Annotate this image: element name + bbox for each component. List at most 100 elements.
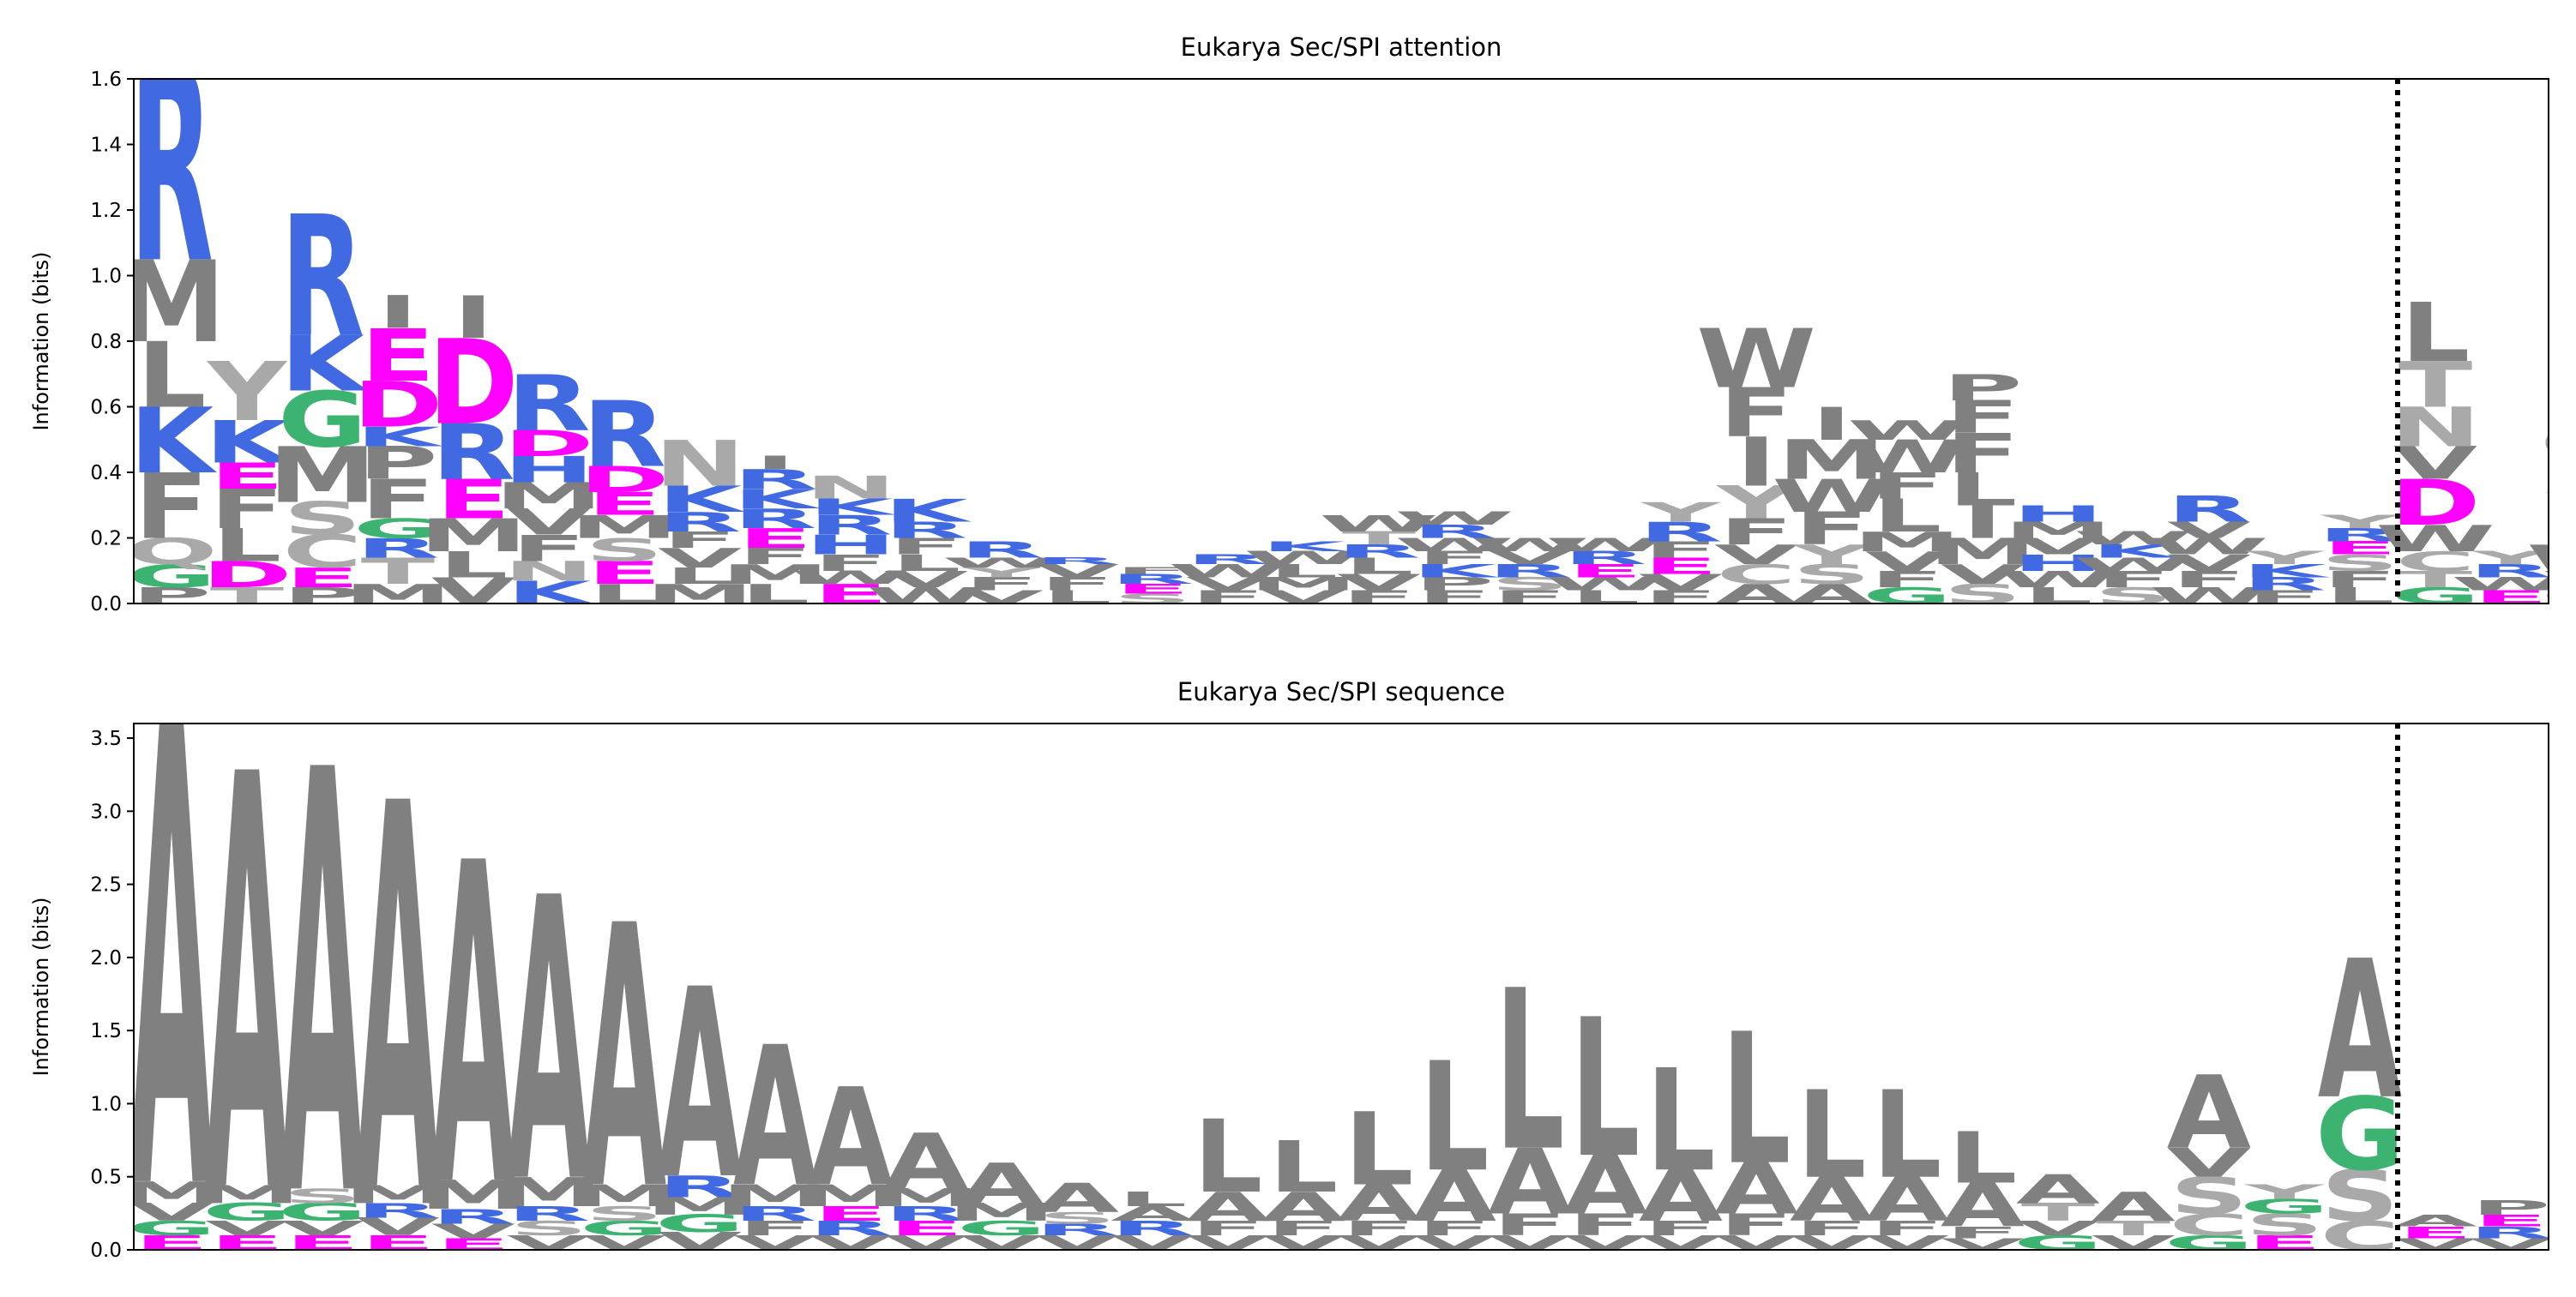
logo-letter-A: A <box>1412 1156 1497 1238</box>
logo-letter-M: M <box>721 559 829 591</box>
logo-letter-A: A <box>431 772 516 1284</box>
y-tick-label: 1.6 <box>90 69 122 91</box>
logo-letter-W: W <box>1168 561 1288 581</box>
logo-letter-W: W <box>1545 574 1665 595</box>
logo-letter-E: E <box>814 579 888 610</box>
logo-letter-E: E <box>738 523 813 555</box>
logo-letter-R: R <box>507 1202 591 1225</box>
logo-letter-L: L <box>1043 587 1112 608</box>
logo-letter-V: V <box>507 501 591 543</box>
logo-letter-L: L <box>2024 583 2093 609</box>
logo-letter-I: I <box>1811 398 1851 450</box>
logo-letter-F: F <box>1946 391 2020 443</box>
logo-letter-A: A <box>2393 1212 2477 1231</box>
y-tick-label: 3.0 <box>90 801 122 823</box>
logo-letter-E: E <box>587 555 662 591</box>
logo-letter-V: V <box>431 570 515 612</box>
logo-letter-R: R <box>884 517 968 543</box>
logo-letter-S: S <box>283 493 361 545</box>
logo-letter-E: E <box>889 1216 964 1240</box>
logo-letter-K: K <box>205 409 292 477</box>
logo-letter-V: V <box>1186 1231 1271 1254</box>
logo-letter-G: G <box>580 1216 669 1240</box>
logo-letter-S: S <box>1792 559 1870 591</box>
logo-letter-G: G <box>2013 1231 2103 1254</box>
logo-letter-C: C <box>2169 1208 2248 1243</box>
logo-letter-E: E <box>2549 1212 2576 1231</box>
logo-letter-R: R <box>1035 555 1119 566</box>
logo-letter-F: F <box>663 527 737 554</box>
logo-letter-M: M <box>1249 574 1357 595</box>
logo-letter-G: G <box>655 1210 744 1239</box>
logo-letter-K: K <box>129 390 217 495</box>
logo-letter-E: E <box>2323 537 2398 558</box>
logo-glyphs: PGQFKLMRTDLFEKYPECSMGKRMTRGFPKDEIVLMERDI… <box>129 79 2549 612</box>
logo-letter-V: V <box>129 1198 214 1227</box>
logo-letter-V: V <box>1865 545 1950 577</box>
logo-letter-W: W <box>791 567 911 588</box>
logo-letter-R: R <box>1186 552 1270 567</box>
logo-letter-A: A <box>507 817 592 1269</box>
logo-letter-L: L <box>1269 1127 1339 1209</box>
logo-letter-V: V <box>1714 539 1799 571</box>
logo-letter-G: G <box>2240 1195 2329 1218</box>
logo-letter-M: M <box>646 579 754 610</box>
logo-letter-V: V <box>1639 1231 1724 1254</box>
logo-letter-A: A <box>205 657 290 1293</box>
logo-letter-E: E <box>135 1231 209 1254</box>
logo-letter-F: F <box>1644 1216 1718 1240</box>
logo-letter-F: F <box>1795 1216 1869 1240</box>
logo-letter-M: M <box>344 1180 452 1209</box>
logo-letter-W: W <box>2073 528 2194 549</box>
y-tick-label: 1.4 <box>90 135 122 157</box>
logo-letter-M: M <box>419 1172 527 1219</box>
logo-letter-L: L <box>1722 995 1791 1205</box>
logo-letter-R: R <box>2469 1223 2553 1242</box>
logo-letter-A: A <box>658 934 742 1237</box>
logo-letter-R: R <box>658 1169 742 1204</box>
logo-letter-F: F <box>512 528 587 570</box>
logo-letter-L: L <box>1873 489 1942 542</box>
logo-letter-L: L <box>1345 553 1414 579</box>
logo-letter-M: M <box>721 1178 829 1213</box>
logo-letter-A: A <box>129 599 214 1293</box>
logo-letter-K: K <box>658 478 746 520</box>
logo-letter-G: G <box>2164 1231 2254 1254</box>
logo-letter-F: F <box>1342 587 1417 608</box>
logo-letter-C: C <box>2395 545 2475 577</box>
logo-letter-L: L <box>1345 1091 1414 1208</box>
logo-letter-A: A <box>1865 1166 1949 1235</box>
logo-letter-E: E <box>210 1231 285 1254</box>
logo-letter-V: V <box>2393 437 2477 489</box>
logo-letter-W: W <box>1998 567 2118 593</box>
logo-letter-K: K <box>884 493 972 530</box>
logo-letter-R: R <box>2242 574 2326 595</box>
logo-letter-L: L <box>1646 1039 1716 1203</box>
y-tick-label: 1.0 <box>90 1093 122 1115</box>
logo-letter-E: E <box>286 562 360 594</box>
logo-letter-S: S <box>509 1216 587 1240</box>
logo-letter-R: R <box>1563 548 1647 568</box>
logo-letter-Y: Y <box>1791 539 1873 571</box>
logo-letter-V: V <box>2167 1139 2251 1186</box>
logo-letter-V: V <box>1261 1231 1346 1254</box>
logo-letter-E: E <box>436 1235 511 1254</box>
logo-letter-E: E <box>2248 1231 2322 1254</box>
logo-letter-S: S <box>2094 583 2172 609</box>
logo-letter-Y: Y <box>2320 512 2401 532</box>
logo-letter-F: F <box>2323 567 2398 593</box>
logo-letter-A: A <box>582 851 667 1270</box>
logo-letter-M: M <box>419 509 527 561</box>
logo-letter-A: A <box>1941 1171 2025 1240</box>
logo-letter-M: M <box>797 1178 905 1213</box>
logo-letter-E: E <box>361 315 436 398</box>
logo-letter-R: R <box>431 408 515 497</box>
logo-letter-T: T <box>361 550 436 592</box>
logo-letter-A: A <box>280 650 365 1293</box>
logo-letter-H: H <box>805 529 896 561</box>
logo-letter-F: F <box>1342 1216 1417 1240</box>
logo-letter-E: E <box>361 1231 436 1254</box>
logo-letter-V: V <box>1035 1231 1120 1254</box>
logo-letter-A: A <box>1261 1183 1345 1230</box>
logo-letter-R: R <box>1337 541 1421 561</box>
